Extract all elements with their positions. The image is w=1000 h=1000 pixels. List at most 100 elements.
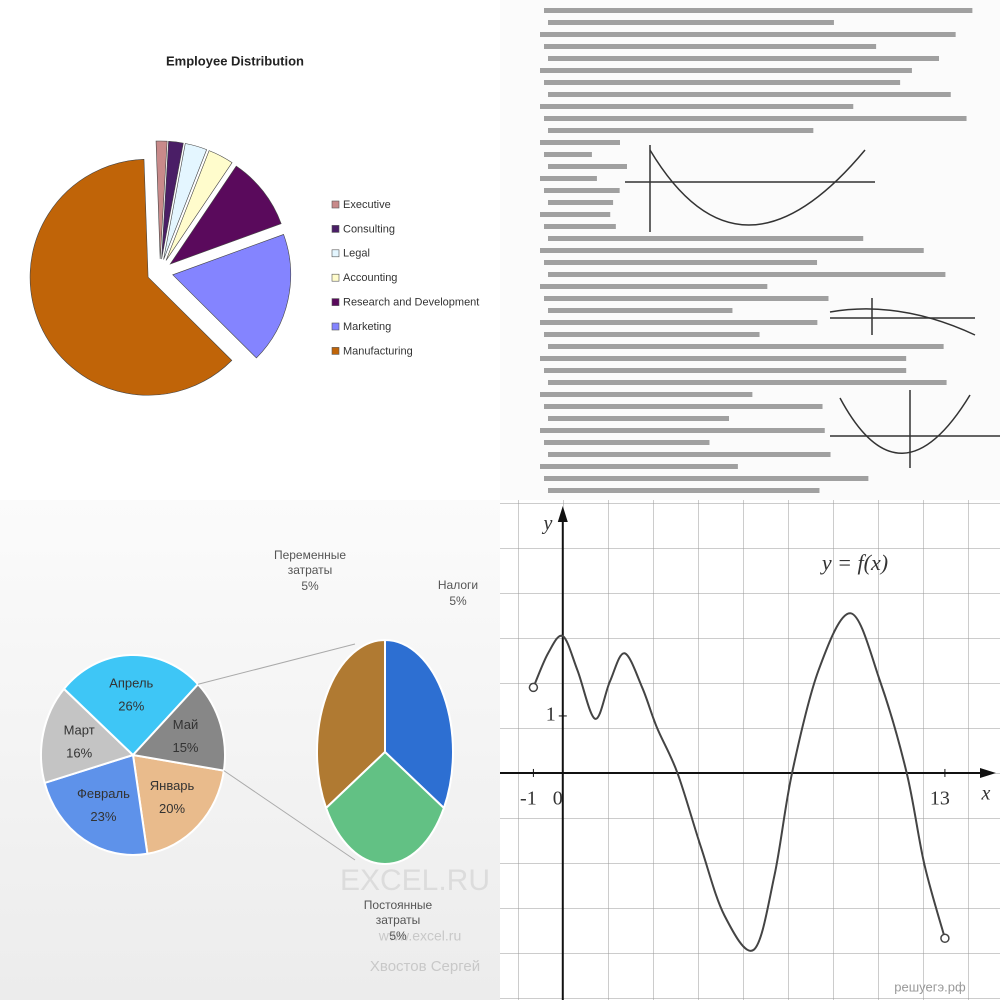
slice-value: 5% bbox=[449, 594, 467, 608]
pie-slice bbox=[324, 750, 446, 865]
pie-slice bbox=[161, 140, 184, 260]
watermark: www.excel.ru bbox=[378, 928, 461, 944]
text-line bbox=[548, 488, 820, 493]
scanned-document bbox=[540, 8, 1000, 493]
text-line bbox=[544, 152, 592, 157]
legend-label: Legal bbox=[343, 248, 370, 260]
watermark: решуегэ.рф bbox=[894, 979, 966, 994]
y-axis-label: y bbox=[542, 513, 553, 535]
text-line bbox=[540, 464, 738, 469]
text-line bbox=[540, 32, 956, 37]
text-line bbox=[548, 416, 730, 421]
text-line bbox=[544, 476, 869, 481]
pie-slice bbox=[62, 654, 200, 757]
legend-label: Marketing bbox=[343, 321, 391, 333]
y-tick-label: 1 bbox=[546, 704, 556, 726]
text-line bbox=[544, 368, 907, 373]
text-line bbox=[548, 236, 864, 241]
text-line bbox=[540, 212, 611, 217]
text-line bbox=[548, 164, 627, 169]
slice-label: Январь bbox=[150, 778, 195, 793]
legend-swatch bbox=[331, 249, 340, 258]
slice-label: Март bbox=[64, 722, 95, 737]
text-line bbox=[540, 320, 818, 325]
slice-value: 16% bbox=[66, 745, 92, 760]
pie-slice bbox=[155, 140, 168, 260]
text-line bbox=[540, 68, 912, 73]
y-arrow bbox=[557, 506, 568, 522]
x-axis-label: x bbox=[981, 783, 991, 805]
text-line bbox=[544, 188, 620, 193]
slice-value: 26% bbox=[118, 698, 144, 713]
text-line bbox=[548, 452, 831, 457]
legend-label: Accounting bbox=[343, 272, 397, 284]
legend-swatch bbox=[331, 322, 340, 331]
pie-chart: Employee Distribution Executive Consultin… bbox=[29, 53, 479, 396]
text-line bbox=[544, 116, 967, 121]
text-line bbox=[540, 140, 620, 145]
slice-label: Переменные затраты bbox=[273, 548, 347, 577]
pie-slice bbox=[29, 158, 233, 396]
legend-label: Manufacturing bbox=[343, 345, 413, 357]
x-arrow bbox=[980, 767, 996, 778]
text-line bbox=[544, 8, 973, 13]
text-line bbox=[544, 80, 901, 85]
connector bbox=[197, 643, 356, 685]
slice-value: 23% bbox=[90, 809, 116, 824]
text-line bbox=[540, 248, 924, 253]
x-tick-label: 0 bbox=[553, 788, 563, 810]
text-line bbox=[540, 428, 825, 433]
text-line bbox=[544, 224, 616, 229]
pie-slice bbox=[165, 150, 233, 261]
legend-swatch bbox=[331, 298, 340, 306]
slice-label: Май bbox=[173, 717, 198, 732]
pie-slice bbox=[172, 234, 291, 359]
slice-value: 5% bbox=[301, 579, 319, 593]
x-tick-label: 13 bbox=[930, 788, 950, 810]
x-tick-label: -1 bbox=[520, 788, 537, 810]
text-line bbox=[544, 260, 818, 265]
pie-slice bbox=[40, 687, 135, 785]
employee-panel: Employee Distribution Executive Consultin… bbox=[0, 0, 500, 500]
slice-label: Февраль bbox=[77, 786, 130, 801]
legend-swatch bbox=[331, 273, 340, 282]
text-line bbox=[548, 308, 733, 313]
text-line bbox=[540, 104, 854, 109]
pie-slice bbox=[384, 638, 454, 810]
function-panel: y = f(x) y x решуегэ.рф -1 0 13 1 bbox=[500, 500, 1000, 1000]
text-line bbox=[548, 92, 951, 97]
endpoint bbox=[528, 682, 539, 693]
pie-of-pie-panel: Январь 20% Февраль 23% Март 16% Апрель 26% Май 15… bbox=[0, 500, 500, 1000]
endpoint bbox=[940, 933, 950, 944]
slice-value: 15% bbox=[172, 740, 198, 755]
chart-title: y = f(x) bbox=[820, 550, 888, 575]
grid bbox=[500, 500, 1000, 1000]
function-curve bbox=[532, 612, 946, 952]
doc-graphs bbox=[625, 145, 1000, 468]
pie-of-pie-chart: Январь 20% Февраль 23% Март 16% Апрель 26% Май 15… bbox=[40, 638, 490, 975]
text-line bbox=[548, 128, 814, 133]
text-line bbox=[548, 20, 834, 25]
pie-slice bbox=[316, 638, 386, 810]
slice-label: Апрель bbox=[109, 675, 153, 690]
legend-label: Executive bbox=[343, 199, 391, 211]
pie-slice bbox=[131, 753, 225, 855]
chart-title: Employee Distribution bbox=[166, 53, 304, 68]
pie-slice bbox=[43, 753, 149, 856]
text-line bbox=[544, 44, 877, 49]
legend-swatch bbox=[331, 225, 340, 233]
text-line bbox=[544, 404, 823, 409]
text-line bbox=[548, 56, 940, 61]
text-line bbox=[544, 296, 829, 301]
text-line bbox=[540, 356, 907, 361]
legend-label: Consulting bbox=[343, 223, 395, 235]
watermark: Хвостов Сергей bbox=[370, 958, 480, 975]
connector bbox=[223, 770, 356, 861]
slice-label: Налоги bbox=[437, 578, 479, 592]
pie-slice bbox=[131, 682, 226, 772]
legend-label: Research and Development bbox=[343, 297, 479, 309]
slice-label: Постоянные затраты bbox=[363, 898, 433, 927]
text-line bbox=[540, 284, 768, 289]
text-line bbox=[548, 344, 944, 349]
